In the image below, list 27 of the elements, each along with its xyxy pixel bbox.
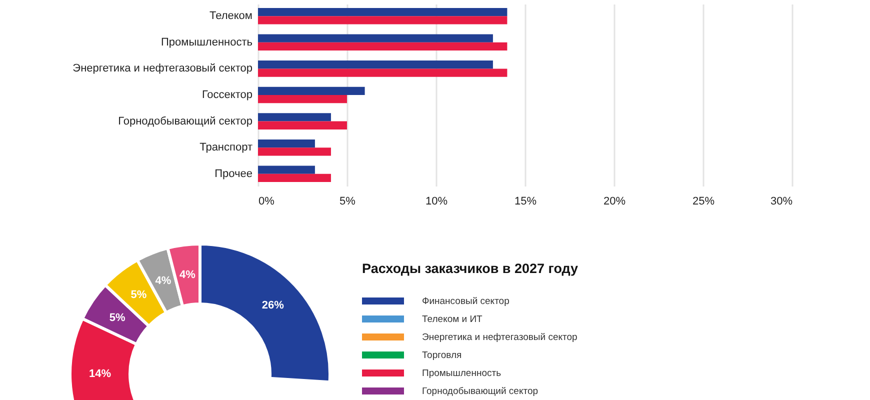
y-tick-label: Прочее <box>214 168 252 180</box>
text: Расходы заказчиков в 2027 году <box>362 261 579 276</box>
x-tick-label: 15% <box>514 196 537 208</box>
x-tick-label: 25% <box>692 196 715 208</box>
data-label: 4% <box>180 268 196 281</box>
legend-label: Телеком и ИТ <box>422 314 483 325</box>
x-tick-label: 0% <box>258 196 275 208</box>
legend-label: Торговля <box>422 350 462 361</box>
y-tick-label: Горнодобывающий сектор <box>118 115 252 128</box>
data-label: 26% <box>262 300 284 312</box>
y-tick-label: Промышленность <box>160 36 253 48</box>
legend-label: Горнодобывающий сектор <box>422 386 538 397</box>
legend-label: Промышленность <box>422 368 502 379</box>
legend-label: Финансовый сектор <box>422 296 510 307</box>
data-label: 5% <box>109 312 126 324</box>
x-tick-label: 10% <box>425 196 448 208</box>
data-label: 4% <box>155 275 172 288</box>
data-label: 14% <box>88 368 112 380</box>
y-tick-label: Транспорт <box>200 142 252 154</box>
x-tick-label: 20% <box>603 196 626 208</box>
x-tick-label: 5% <box>340 196 356 208</box>
x-tick-label: 30% <box>770 196 793 208</box>
legend-label: Энергетика и нефтегазовый сектор <box>422 332 578 343</box>
y-tick-label: Телеком <box>209 10 252 22</box>
data-label: 5% <box>130 288 147 301</box>
y-tick-label: Госсектор <box>202 89 252 101</box>
y-tick-label: Энергетика и нефтегазовый сектор <box>72 62 252 75</box>
